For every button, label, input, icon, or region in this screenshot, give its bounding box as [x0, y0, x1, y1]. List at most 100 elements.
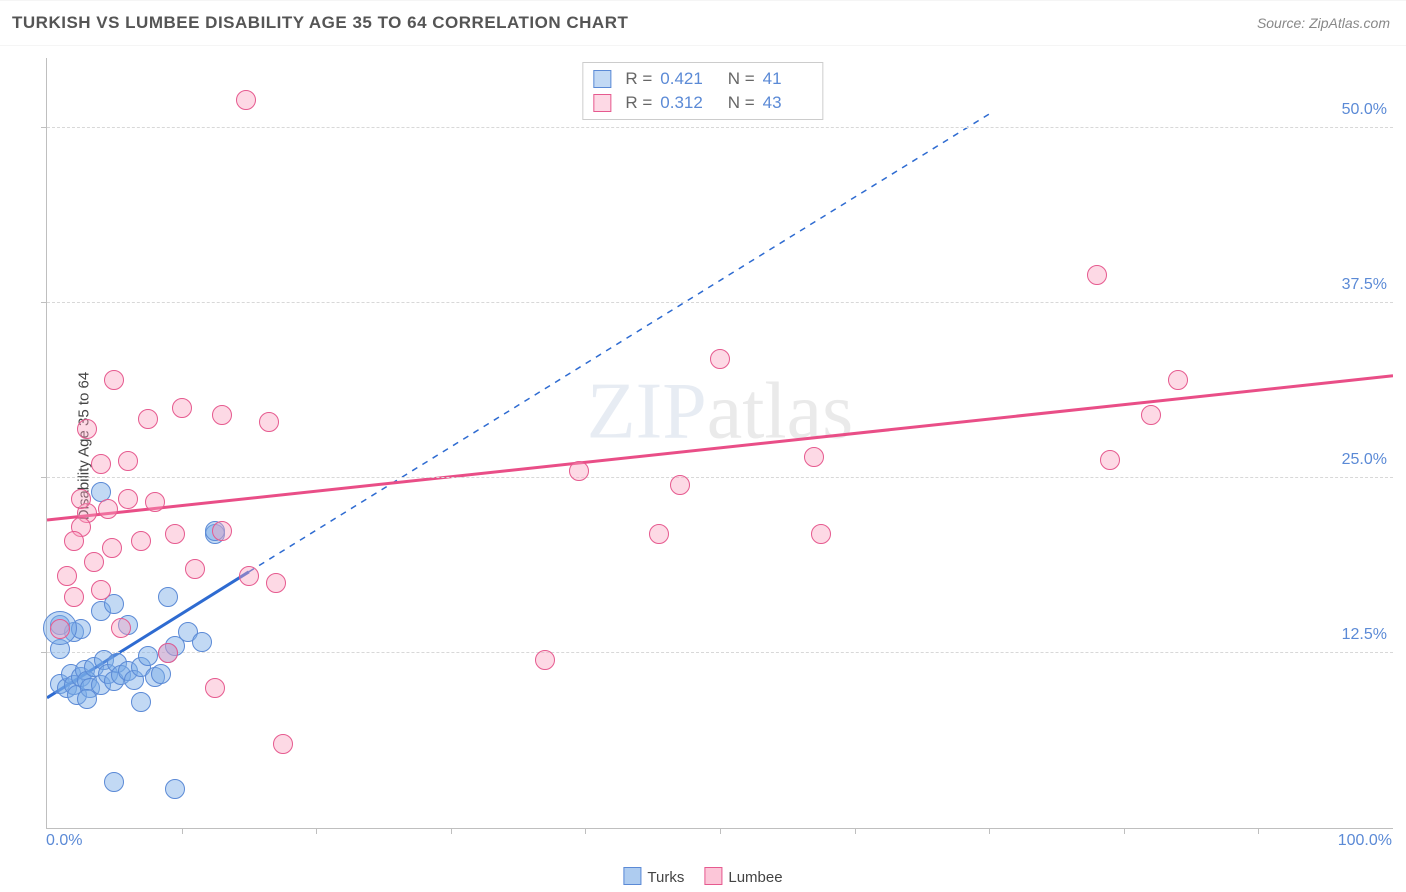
legend-item: Turks [623, 867, 684, 886]
gridline-h [47, 127, 1393, 128]
legend-swatch [593, 70, 611, 88]
y-tick-label: 50.0% [1342, 101, 1397, 119]
data-point [131, 692, 151, 712]
data-point [91, 454, 111, 474]
data-point [273, 734, 293, 754]
data-point [131, 531, 151, 551]
legend-swatch [704, 867, 722, 885]
x-tick-mark [316, 828, 317, 834]
gridline-h [47, 302, 1393, 303]
data-point [138, 409, 158, 429]
legend-swatch [623, 867, 641, 885]
gridline-h [47, 477, 1393, 478]
data-point [57, 566, 77, 586]
legend-item: Lumbee [704, 867, 782, 886]
data-point [165, 779, 185, 799]
header-bar: TURKISH VS LUMBEE DISABILITY AGE 35 TO 6… [0, 0, 1406, 46]
data-point [64, 531, 84, 551]
data-point [84, 552, 104, 572]
data-point [104, 370, 124, 390]
data-point [205, 678, 225, 698]
stats-n-label: N = [718, 69, 754, 89]
data-point [91, 580, 111, 600]
data-point [649, 524, 669, 544]
y-tick-label: 37.5% [1342, 276, 1397, 294]
trend-line [47, 376, 1393, 520]
data-point [118, 451, 138, 471]
data-point [64, 587, 84, 607]
watermark: ZIPatlas [587, 367, 854, 458]
stats-n-label: N = [718, 93, 754, 113]
data-point [77, 689, 97, 709]
data-point [158, 587, 178, 607]
stats-r-label: R = [625, 93, 652, 113]
data-point [104, 772, 124, 792]
y-tick-label: 25.0% [1342, 451, 1397, 469]
stats-row: R = 0.312 N = 43 [593, 91, 812, 115]
data-point [239, 566, 259, 586]
data-point [138, 646, 158, 666]
chart-title: TURKISH VS LUMBEE DISABILITY AGE 35 TO 6… [12, 13, 628, 33]
trend-line [249, 114, 989, 572]
x-tick-mark [451, 828, 452, 834]
x-axis-max-label: 100.0% [1338, 832, 1392, 850]
stats-legend-box: R = 0.421 N = 41R = 0.312 N = 43 [582, 62, 823, 120]
legend-swatch [593, 94, 611, 112]
data-point [1168, 370, 1188, 390]
chart-plot-area: ZIPatlas 12.5%25.0%37.5%50.0% [46, 58, 1393, 829]
y-tick-mark [41, 652, 47, 653]
data-point [710, 349, 730, 369]
gridline-h [47, 652, 1393, 653]
data-point [151, 664, 171, 684]
x-tick-mark [989, 828, 990, 834]
x-tick-mark [182, 828, 183, 834]
stats-r-value: 0.421 [660, 69, 710, 89]
data-point [77, 419, 97, 439]
chart-overlay [47, 58, 1393, 828]
stats-n-value: 43 [763, 93, 813, 113]
data-point [172, 398, 192, 418]
legend-bottom: Turks Lumbee [623, 867, 782, 886]
data-point [1141, 405, 1161, 425]
legend-label: Turks [647, 869, 684, 886]
data-point [212, 405, 232, 425]
data-point [1087, 265, 1107, 285]
data-point [236, 90, 256, 110]
x-axis-min-label: 0.0% [46, 832, 82, 850]
stats-row: R = 0.421 N = 41 [593, 67, 812, 91]
data-point [1100, 450, 1120, 470]
watermark-zip: ZIP [587, 368, 707, 456]
watermark-atlas: atlas [707, 368, 854, 456]
y-tick-label: 12.5% [1342, 626, 1397, 644]
data-point [165, 524, 185, 544]
data-point [259, 412, 279, 432]
x-tick-mark [855, 828, 856, 834]
x-tick-mark [585, 828, 586, 834]
data-point [71, 489, 91, 509]
data-point [111, 618, 131, 638]
data-point [185, 559, 205, 579]
y-tick-mark [41, 127, 47, 128]
data-point [569, 461, 589, 481]
data-point [804, 447, 824, 467]
data-point [670, 475, 690, 495]
x-tick-mark [1124, 828, 1125, 834]
stats-r-value: 0.312 [660, 93, 710, 113]
data-point [50, 619, 70, 639]
data-point [118, 489, 138, 509]
data-point [212, 521, 232, 541]
stats-n-value: 41 [763, 69, 813, 89]
data-point [535, 650, 555, 670]
stats-r-label: R = [625, 69, 652, 89]
data-point [811, 524, 831, 544]
data-point [102, 538, 122, 558]
data-point [145, 492, 165, 512]
source-label: Source: ZipAtlas.com [1257, 15, 1390, 31]
y-tick-mark [41, 302, 47, 303]
y-tick-mark [41, 477, 47, 478]
x-tick-mark [1258, 828, 1259, 834]
legend-label: Lumbee [728, 869, 782, 886]
data-point [192, 632, 212, 652]
x-tick-mark [720, 828, 721, 834]
data-point [158, 643, 178, 663]
